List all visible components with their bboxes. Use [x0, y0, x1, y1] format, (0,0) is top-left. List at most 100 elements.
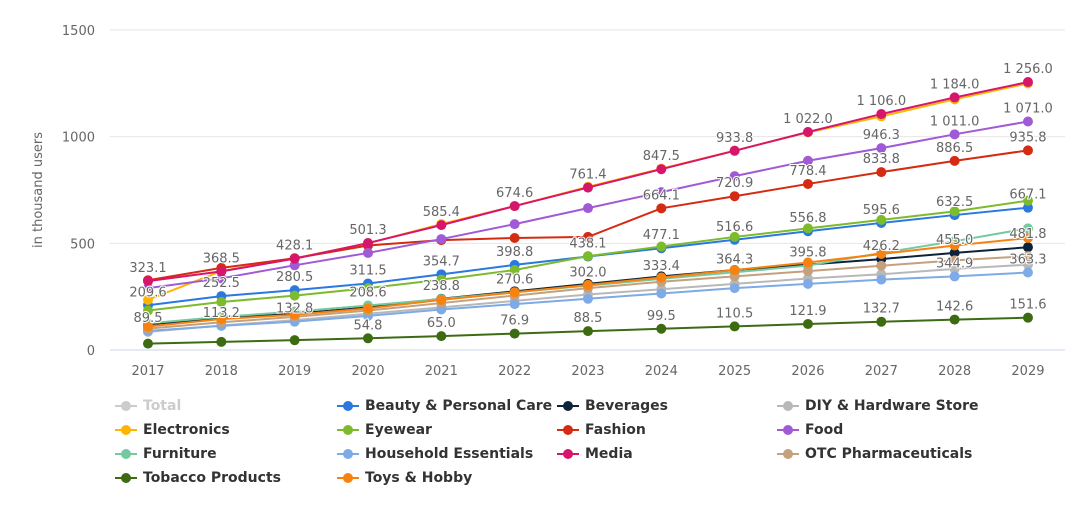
- data-point: [362, 238, 373, 249]
- x-tick-label: 2018: [205, 364, 238, 379]
- data-point: [509, 201, 520, 212]
- data-point: [1022, 233, 1033, 243]
- legend-item[interactable]: Total: [115, 398, 181, 414]
- data-point: [876, 109, 887, 120]
- x-axis-ticks: 2017 2018 2019 2020 2021 2022 2023 2024 2025 2026…: [131, 364, 1044, 379]
- data-label: 1 106.0: [856, 94, 906, 109]
- data-point: [216, 314, 227, 325]
- data-point: [729, 145, 740, 156]
- legend-item[interactable]: Beauty & Personal Care: [337, 398, 552, 414]
- data-label: 238.8: [423, 279, 460, 294]
- data-point: [876, 260, 887, 271]
- data-label: 664.1: [643, 188, 680, 203]
- legend-marker-icon: [115, 449, 137, 459]
- data-point: [802, 155, 813, 166]
- data-point: [289, 309, 300, 320]
- data-label: 395.8: [789, 246, 826, 261]
- legend-item[interactable]: OTC Pharmaceuticals: [777, 446, 972, 462]
- data-label: 847.5: [643, 149, 680, 164]
- data-label: 438.1: [569, 237, 606, 252]
- y-tick-label: 0: [87, 344, 95, 359]
- chart-legend: Total Beauty & Personal Care Beverages DIY …: [0, 398, 1080, 508]
- legend-item[interactable]: DIY & Hardware Store: [777, 398, 978, 414]
- data-label: 481.8: [1009, 227, 1046, 242]
- legend-item[interactable]: Furniture: [115, 446, 217, 462]
- data-label: 935.8: [1009, 130, 1046, 145]
- data-point: [729, 231, 740, 242]
- legend-item[interactable]: Food: [777, 422, 843, 438]
- data-point: [1022, 242, 1033, 253]
- legend-marker-icon: [115, 401, 137, 411]
- legend-label: Eyewear: [365, 422, 432, 438]
- data-point: [436, 331, 447, 342]
- data-label: 398.8: [496, 245, 533, 260]
- data-label: 595.6: [863, 203, 900, 218]
- data-label: 132.7: [863, 302, 900, 317]
- legend-marker-icon: [337, 401, 359, 411]
- data-point: [729, 171, 740, 182]
- legend-marker-icon: [337, 449, 359, 459]
- x-tick-label: 2028: [938, 364, 971, 379]
- data-point: [802, 318, 813, 329]
- legend-marker-icon: [337, 425, 359, 435]
- data-label: 674.6: [496, 186, 533, 201]
- legend-label: DIY & Hardware Store: [805, 398, 979, 414]
- data-point: [1022, 195, 1033, 206]
- legend-item[interactable]: Fashion: [557, 422, 646, 438]
- data-point: [216, 266, 227, 277]
- data-point: [509, 219, 520, 230]
- x-tick-label: 2019: [278, 364, 311, 379]
- legend-label: Beauty & Personal Care: [365, 398, 553, 414]
- legend-item[interactable]: Household Essentials: [337, 446, 533, 462]
- legend-item[interactable]: Tobacco Products: [115, 470, 281, 486]
- data-label: 933.8: [716, 131, 753, 146]
- data-point: [949, 255, 960, 266]
- data-point: [582, 251, 593, 262]
- legend-item[interactable]: Beverages: [557, 398, 668, 414]
- data-point: [362, 333, 373, 344]
- data-label: 354.7: [423, 254, 460, 269]
- legend-item[interactable]: Media: [557, 446, 633, 462]
- data-point: [949, 206, 960, 217]
- data-label: 270.6: [496, 272, 533, 287]
- data-point: [582, 203, 593, 214]
- data-label: 311.5: [349, 264, 386, 279]
- data-point: [143, 305, 153, 316]
- data-label: 323.1: [129, 261, 166, 276]
- legend-item[interactable]: Eyewear: [337, 422, 432, 438]
- data-point: [509, 328, 520, 339]
- data-point: [1022, 77, 1033, 88]
- series-lines: [143, 77, 1033, 349]
- data-label: 76.9: [500, 314, 529, 329]
- data-point: [289, 253, 300, 264]
- data-point: [949, 155, 960, 166]
- data-point: [289, 335, 300, 346]
- legend-label: OTC Pharmaceuticals: [805, 446, 973, 462]
- data-point: [143, 276, 153, 287]
- data-point: [362, 303, 373, 314]
- legend-label: Total: [143, 398, 182, 414]
- data-point: [1022, 116, 1033, 127]
- data-label: 302.0: [569, 266, 606, 281]
- data-point: [1022, 223, 1033, 234]
- data-point: [582, 231, 593, 242]
- data-point: [1022, 312, 1033, 323]
- legend-item[interactable]: Toys & Hobby: [337, 470, 472, 486]
- data-label: 556.8: [789, 211, 826, 226]
- data-label: 833.8: [863, 152, 900, 167]
- data-point: [1022, 145, 1033, 156]
- x-tick-label: 2017: [131, 364, 164, 379]
- data-point: [143, 294, 153, 305]
- data-point: [1022, 202, 1033, 213]
- legend-item[interactable]: Electronics: [115, 422, 230, 438]
- legend-label: Fashion: [585, 422, 646, 438]
- data-label: 667.1: [1009, 188, 1046, 203]
- legend-marker-icon: [557, 449, 579, 459]
- legend-label: Electronics: [143, 422, 230, 438]
- data-point: [582, 182, 593, 193]
- legend-marker-icon: [337, 473, 359, 483]
- data-label: 280.5: [276, 270, 313, 285]
- data-label: 88.5: [574, 311, 603, 326]
- data-point: [582, 279, 593, 290]
- y-tick-label: 1000: [62, 131, 95, 146]
